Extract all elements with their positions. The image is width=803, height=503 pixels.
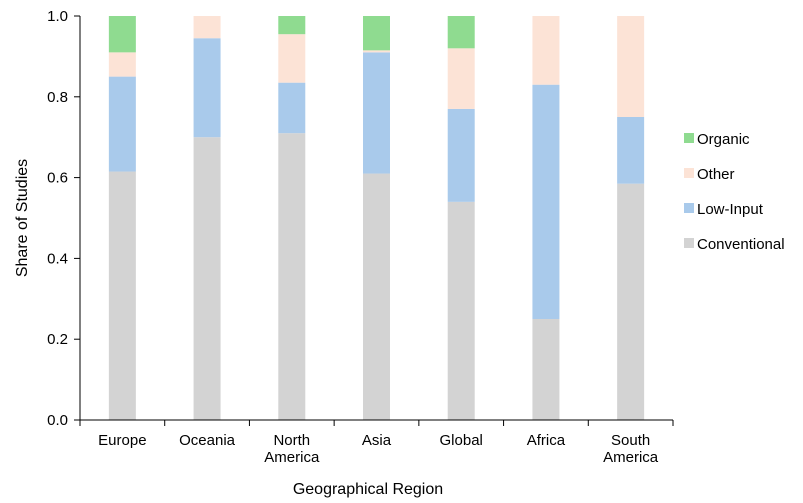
y-axis: 0.0 0.2 0.4 0.6 0.8 1.0	[47, 8, 81, 429]
x-tick-label: Global	[440, 432, 483, 449]
bar-conventional-africa	[532, 319, 560, 420]
legend-swatch-low-input	[684, 203, 694, 213]
bar-other-south-america	[617, 16, 645, 117]
bar-other-oceania	[193, 16, 221, 39]
bar-organic-europe	[108, 16, 136, 53]
bar-organic-asia	[363, 16, 390, 51]
y-tick-label: 0.4	[47, 250, 68, 267]
x-tick-label: North	[273, 432, 310, 449]
x-tick-label: Europe	[98, 432, 146, 449]
legend-label-other: Other	[697, 166, 735, 183]
bar-organic-global	[447, 16, 475, 49]
legend-label-organic: Organic	[697, 131, 750, 148]
legend-swatch-organic	[684, 133, 694, 143]
x-tick-label: America	[603, 449, 659, 466]
x-tick-label: Oceania	[179, 432, 236, 449]
y-axis-title: Share of Studies	[14, 159, 31, 277]
bar-conventional-asia	[363, 173, 390, 420]
x-tick-label: America	[264, 449, 320, 466]
plot-area	[108, 16, 645, 420]
bar-low-input-europe	[108, 76, 136, 172]
bar-low-input-global	[447, 108, 475, 202]
legend-label-conventional: Conventional	[697, 236, 785, 253]
bar-other-global	[447, 48, 475, 109]
legend-swatch-other	[684, 168, 694, 178]
bar-conventional-global	[447, 201, 475, 420]
bar-other-north-america	[278, 34, 306, 83]
y-tick-label: 0.0	[47, 412, 68, 429]
bar-low-input-asia	[363, 52, 390, 174]
legend: Organic Other Low-Input Conventional	[684, 131, 785, 253]
bar-conventional-north-america	[278, 133, 306, 420]
x-tick-label: South	[611, 432, 650, 449]
x-axis-title: Geographical Region	[293, 481, 443, 498]
bar-other-africa	[532, 16, 560, 85]
bar-other-asia	[363, 50, 390, 53]
x-tick-label: Africa	[527, 432, 566, 449]
bar-low-input-africa	[532, 84, 560, 320]
bar-low-input-oceania	[193, 38, 221, 138]
y-tick-label: 0.2	[47, 331, 68, 348]
legend-label-low-input: Low-Input	[697, 201, 764, 218]
y-tick-label: 1.0	[47, 8, 68, 25]
bar-conventional-europe	[108, 171, 136, 420]
bar-low-input-north-america	[278, 82, 306, 134]
bar-conventional-oceania	[193, 137, 221, 420]
bar-organic-north-america	[278, 16, 306, 35]
y-tick-label: 0.8	[47, 89, 68, 106]
bar-conventional-south-america	[617, 183, 645, 420]
bar-other-europe	[108, 52, 136, 77]
y-tick-label: 0.6	[47, 170, 68, 187]
bar-low-input-south-america	[617, 117, 645, 184]
x-tick-label: Asia	[362, 432, 392, 449]
legend-swatch-conventional	[684, 238, 694, 248]
